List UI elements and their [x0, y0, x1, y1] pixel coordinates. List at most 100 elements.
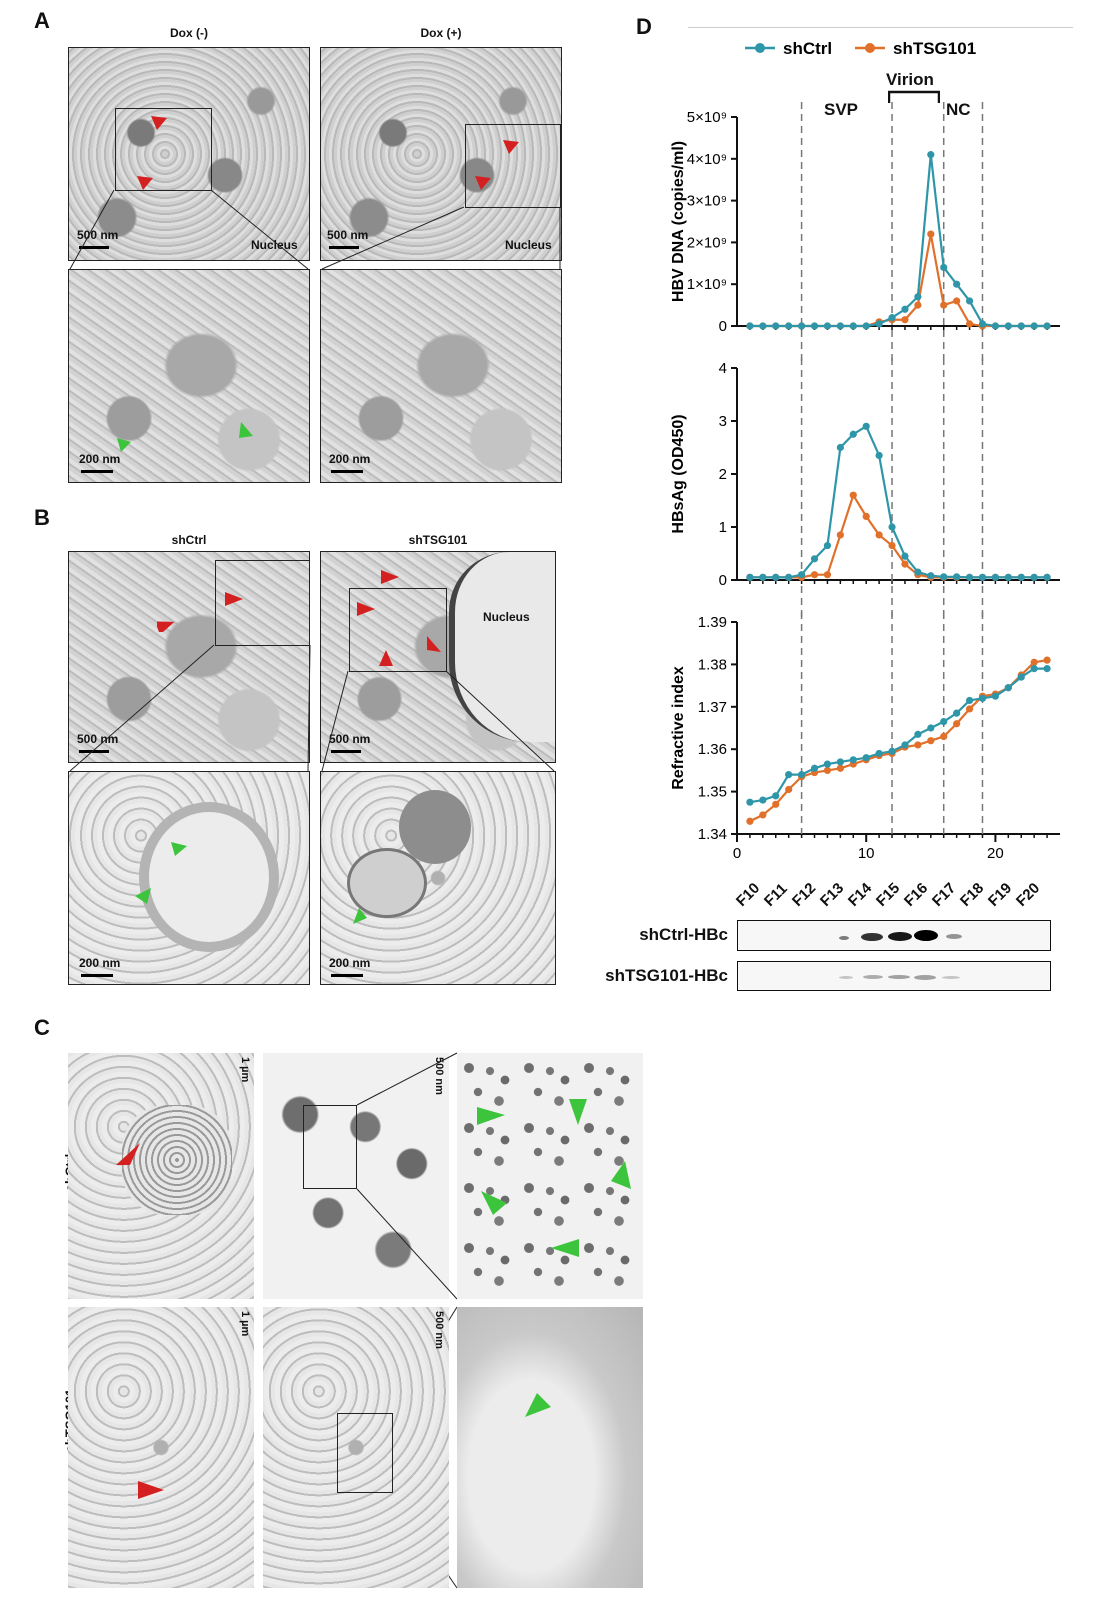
vesicle [139, 802, 279, 952]
cluster [122, 1105, 232, 1215]
data-point-shctrl [978, 573, 987, 581]
scale-label: 200 nm [79, 956, 121, 970]
data-point-shctrl [978, 694, 987, 702]
green-arrow-icon [117, 438, 131, 452]
data-point-shtsg101 [875, 531, 883, 539]
data-point-shctrl [991, 322, 1000, 330]
region-label-nc: NC [946, 100, 971, 119]
panel-b-col-title-shctrl: shCtrl [171, 533, 207, 547]
green-arrow-icon [171, 842, 187, 856]
green-arrow-icon [551, 1239, 579, 1257]
scale-bar [81, 470, 113, 473]
panel-a-em-bottom-right: 200 nm [320, 269, 562, 483]
data-point-shctrl [1017, 322, 1025, 330]
data-point-shctrl [1017, 573, 1025, 581]
y-tick-label: 3 [719, 413, 727, 430]
series-line-shtsg101 [749, 492, 1048, 579]
y-tick-label: 3×10⁹ [687, 193, 727, 210]
data-point-shctrl [1043, 573, 1051, 581]
inset-box [337, 1413, 393, 1493]
nucleus-label: Nucleus [505, 238, 552, 252]
y-tick-label: 2 [719, 466, 727, 483]
red-arrow-icon [379, 650, 393, 666]
data-point-shtsg101 [823, 766, 832, 775]
panel-c-em-row1-high [457, 1053, 643, 1299]
scale-label: 200 nm [79, 452, 121, 466]
data-point-shtsg101 [759, 811, 767, 819]
data-point-shtsg101 [965, 320, 974, 328]
blot-band [839, 976, 853, 979]
data-point-shctrl [785, 573, 793, 581]
red-arrow-icon [503, 140, 519, 154]
data-point-shctrl [798, 771, 806, 779]
data-point-shctrl [888, 747, 896, 755]
data-point-shtsg101 [940, 301, 948, 309]
data-point-shctrl [1043, 322, 1051, 330]
data-point-shtsg101 [940, 732, 948, 741]
data-point-shtsg101 [746, 817, 754, 825]
panel-b-em-bottom-left: 200 nm [68, 771, 310, 985]
data-point-shtsg101 [927, 737, 935, 745]
data-point-shctrl [862, 422, 870, 430]
y-tick-label: 1.38 [698, 656, 727, 673]
data-point-shctrl [759, 322, 767, 330]
nucleus-label: Nucleus [483, 610, 530, 624]
scale-bar [81, 974, 113, 977]
data-point-shctrl [940, 263, 948, 272]
blot-band [946, 934, 962, 939]
data-point-shctrl [927, 724, 935, 732]
x-tick-label: 0 [733, 845, 741, 862]
data-point-shctrl [940, 573, 948, 581]
data-point-shctrl [1017, 673, 1025, 681]
x-tick-label: 20 [987, 845, 1004, 862]
data-point-shctrl [991, 692, 1000, 700]
blot-row-label-shctrl: shCtrl-HBc [639, 925, 728, 944]
blot-band [888, 932, 912, 941]
panel-b-col-title-shtsg101: shTSG101 [408, 533, 468, 547]
data-point-shctrl [772, 792, 780, 800]
data-point-shctrl [888, 314, 896, 322]
series-line-shtsg101 [749, 659, 1048, 823]
data-point-shctrl [1004, 684, 1012, 692]
data-point-shctrl [759, 796, 767, 804]
data-point-shctrl [1030, 665, 1038, 673]
y-tick-label: 2×10⁹ [687, 234, 727, 251]
data-point-shtsg101 [888, 541, 896, 550]
blot-band [839, 936, 849, 940]
data-point-shctrl [953, 573, 961, 581]
data-point-shtsg101 [1030, 658, 1038, 666]
data-point-shtsg101 [785, 785, 793, 794]
red-arrow-icon [151, 116, 167, 130]
data-point-shctrl [940, 718, 948, 726]
green-arrow-icon [481, 1191, 507, 1215]
y-tick-label: 4×10⁹ [687, 151, 727, 168]
blot-band [914, 930, 938, 941]
data-point-shctrl [862, 754, 870, 762]
red-arrow-icon [427, 636, 441, 652]
red-arrow-icon [381, 570, 399, 584]
data-point-shctrl [901, 552, 909, 560]
green-arrow-icon [239, 422, 253, 438]
green-arrow-icon [611, 1161, 631, 1189]
legend-marker-shtsg101 [865, 43, 875, 53]
data-point-shctrl [798, 571, 806, 579]
data-point-shctrl [914, 293, 922, 301]
panel-a-col-title-dox-plus: Dox (+) [420, 26, 462, 40]
y-tick-label: 1.35 [698, 784, 727, 801]
data-point-shtsg101 [772, 800, 780, 808]
inset-box [303, 1105, 357, 1189]
red-arrow-icon [138, 1481, 164, 1499]
data-point-shtsg101 [927, 230, 935, 238]
y-tick-label: 1.39 [698, 614, 727, 631]
green-arrow-icon [135, 888, 151, 904]
data-point-shctrl [836, 443, 844, 452]
data-point-shtsg101 [965, 705, 974, 713]
data-point-shctrl [875, 320, 883, 328]
data-point-shctrl [746, 573, 754, 581]
data-point-shctrl [1004, 573, 1012, 581]
data-point-shctrl [953, 280, 961, 288]
inset-box [349, 588, 447, 672]
y-axis-label: HBsAg (OD450) [670, 414, 687, 533]
region-label-svp: SVP [824, 100, 859, 119]
data-point-shctrl [849, 430, 857, 438]
